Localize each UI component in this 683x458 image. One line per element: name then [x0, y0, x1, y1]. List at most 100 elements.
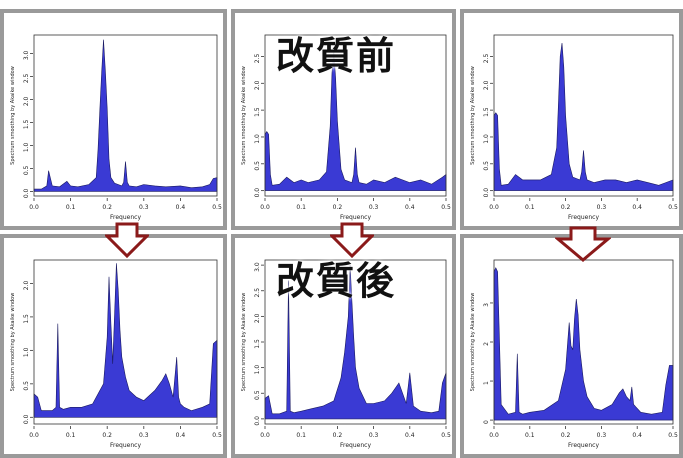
y-tick-label: 1.5: [483, 107, 490, 117]
x-axis-label: Frequency: [110, 214, 141, 221]
before-modification-label: 改質前: [276, 34, 397, 78]
x-tick-label: 0.1: [525, 432, 535, 439]
y-tick-label: 0.0: [23, 188, 30, 198]
plot-frame: [264, 259, 447, 425]
y-tick-label: 2: [483, 342, 490, 346]
down-arrow-icon: [105, 222, 149, 258]
x-tick-label: 0.3: [139, 432, 149, 439]
x-tick-label: 0.4: [632, 432, 642, 439]
y-tick-label: 2.0: [254, 313, 261, 323]
x-axis-label: Frequency: [568, 214, 599, 221]
x-tick-label: 0.2: [333, 204, 343, 211]
y-tick-label: 2.5: [254, 54, 261, 64]
after-modification-label: 改質後: [276, 259, 397, 303]
x-tick-label: 0.0: [260, 432, 270, 439]
x-tick-label: 0.1: [66, 432, 76, 439]
x-tick-label: 0.2: [561, 432, 571, 439]
x-tick-label: 0.5: [212, 432, 222, 439]
y-tick-label: 0.0: [254, 188, 261, 198]
x-tick-label: 0.4: [405, 204, 415, 211]
y-tick-label: 0.5: [254, 161, 261, 171]
y-tick-label: 0.0: [23, 414, 30, 424]
y-tick-label: 0.5: [23, 165, 30, 175]
y-tick-label: 1.0: [23, 347, 30, 357]
x-tick-label: 0.5: [441, 432, 451, 439]
y-axis-label: Spectrum smoothing by Akaike window: [241, 293, 247, 392]
y-axis-label: Spectrum smoothing by Akaike window: [241, 66, 247, 165]
plot-frame: [33, 34, 218, 197]
x-axis-label: Frequency: [568, 442, 599, 449]
x-tick-label: 0.0: [29, 432, 39, 439]
y-tick-label: 1.0: [254, 365, 261, 375]
y-tick-label: 0: [483, 420, 490, 424]
x-tick-label: 0.3: [369, 204, 379, 211]
x-tick-label: 0.0: [489, 204, 499, 211]
spectrum-series: [33, 39, 218, 192]
chart-panel-after-1: 0.0 0.1 0.2 0.3 0.4 0.5 0.0 0.5 1.0 1.5 2.0 Frequen…: [0, 234, 227, 458]
y-axis-label: Spectrum smoothing by Akaike window: [10, 293, 16, 392]
y-tick-label: 2.0: [23, 280, 30, 290]
x-tick-label: 0.0: [489, 432, 499, 439]
x-axis-label: Frequency: [340, 442, 371, 449]
y-tick-label: 1.5: [23, 119, 30, 129]
x-tick-label: 0.2: [102, 204, 112, 211]
y-tick-label: 0.0: [483, 188, 490, 198]
spectrum-series: [264, 265, 447, 420]
y-tick-label: 1.5: [254, 107, 261, 117]
y-tick-label: 3.0: [23, 50, 30, 60]
y-tick-label: 1.5: [254, 339, 261, 349]
y-axis-label: Spectrum smoothing by Akaike window: [10, 66, 16, 165]
y-tick-label: 2.0: [254, 80, 261, 90]
x-tick-label: 0.2: [333, 432, 343, 439]
y-tick-label: 2.5: [483, 54, 490, 64]
spectrum-chart-after-1: 0.0 0.1 0.2 0.3 0.4 0.5 0.0 0.5 1.0 1.5 2.0 Frequen…: [10, 259, 222, 449]
plot-frame: [33, 259, 218, 425]
y-tick-label: 0.5: [254, 390, 261, 400]
x-tick-label: 0.3: [597, 432, 607, 439]
y-tick-label: 3.0: [254, 262, 261, 272]
x-tick-label: 0.1: [296, 432, 306, 439]
spectrum-series: [33, 263, 218, 418]
x-tick-label: 0.1: [66, 204, 76, 211]
x-tick-label: 0.3: [139, 204, 149, 211]
x-tick-label: 0.3: [369, 432, 379, 439]
x-tick-label: 0.1: [296, 204, 306, 211]
y-axis-label: Spectrum smoothing by Akaike window: [470, 293, 476, 392]
spectrum-series: [264, 51, 447, 191]
y-tick-label: 1.0: [483, 134, 490, 144]
x-tick-label: 0.5: [441, 204, 451, 211]
x-tick-label: 0.5: [668, 432, 678, 439]
x-tick-label: 0.5: [212, 204, 222, 211]
spectrum-chart-after-3: 0.0 0.1 0.2 0.3 0.4 0.5 0 1 2 3 Frequency Spectrum …: [470, 259, 678, 449]
chart-panel-after-3: 0.0 0.1 0.2 0.3 0.4 0.5 0 1 2 3 Frequency Spectrum …: [460, 234, 683, 458]
x-tick-label: 0.0: [29, 204, 39, 211]
spectrum-chart-after-2: 0.0 0.1 0.2 0.3 0.4 0.5 0.0 0.5 1.0 1.5 2.0 2.5 3.0 F…: [241, 259, 451, 449]
plot-frame: [493, 34, 674, 197]
x-tick-label: 0.0: [260, 204, 270, 211]
plot-frame: [264, 34, 447, 197]
x-axis-label: Frequency: [110, 442, 141, 449]
y-tick-label: 1.0: [23, 142, 30, 152]
y-axis-label: Spectrum smoothing by Akaike window: [470, 66, 476, 165]
x-axis-label: Frequency: [340, 214, 371, 221]
y-tick-label: 2.5: [23, 73, 30, 83]
x-tick-label: 0.4: [176, 204, 186, 211]
y-tick-label: 0.0: [254, 416, 261, 426]
chart-panel-after-2: 0.0 0.1 0.2 0.3 0.4 0.5 0.0 0.5 1.0 1.5 2.0 2.5 3.0 F…: [231, 234, 456, 458]
y-tick-label: 3: [483, 303, 490, 307]
chart-panel-before-3: 0.0 0.1 0.2 0.3 0.4 0.5 0.0 0.5 1.0 1.5 2.0 2.5 Freq…: [460, 9, 683, 230]
spectrum-chart-before-3: 0.0 0.1 0.2 0.3 0.4 0.5 0.0 0.5 1.0 1.5 2.0 2.5 Freq…: [470, 34, 678, 221]
y-tick-label: 2.5: [254, 288, 261, 298]
y-tick-label: 1: [483, 381, 490, 385]
x-tick-label: 0.4: [632, 204, 642, 211]
down-arrow-icon: [555, 226, 611, 262]
chart-panel-before-1: 0.0 0.1 0.2 0.3 0.4 0.5 0.0 0.5 1.0 1.5 2.0 2.5 3.0 F…: [0, 9, 227, 230]
x-tick-label: 0.2: [561, 204, 571, 211]
x-tick-label: 0.1: [525, 204, 535, 211]
y-tick-label: 0.5: [23, 381, 30, 391]
x-tick-label: 0.5: [668, 204, 678, 211]
x-tick-label: 0.2: [102, 432, 112, 439]
y-tick-label: 2.0: [23, 96, 30, 106]
spectrum-series: [493, 42, 674, 191]
y-tick-label: 2.0: [483, 80, 490, 90]
